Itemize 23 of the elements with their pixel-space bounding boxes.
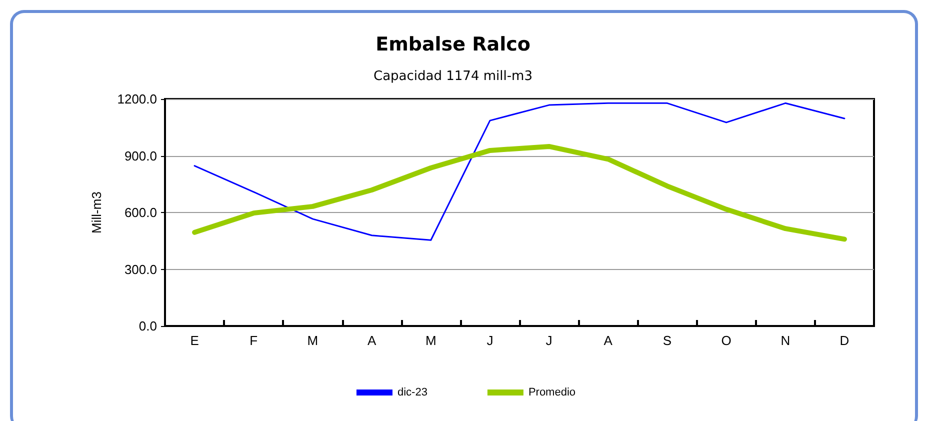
x-tick-label: N [780, 333, 790, 348]
x-tick-label: O [721, 333, 732, 348]
x-tick-label: A [604, 333, 613, 348]
y-tick-label: 900.0 [124, 148, 157, 164]
x-tick-label: M [307, 333, 318, 348]
chart-title: Embalse Ralco [376, 34, 530, 56]
x-tick-label: M [425, 333, 436, 348]
y-tick-label: 300.0 [124, 262, 157, 277]
y-tick-label: 0.0 [138, 318, 157, 334]
y-tick-label: 1200.0 [117, 92, 157, 106]
x-tick-label: A [367, 333, 376, 348]
x-tick-label: J [486, 333, 494, 348]
x-tick-label: F [250, 333, 258, 348]
line-series [194, 102, 846, 241]
y-axis-title: Mill-m3 [89, 192, 104, 234]
x-tick-label: J [546, 333, 552, 348]
x-tick-label: D [840, 333, 850, 348]
x-tick-label: S [662, 333, 672, 348]
legend-label: dic-23 [397, 386, 428, 398]
x-tick-label: E [190, 333, 200, 348]
chart-subtitle: Capacidad 1174 mill-m3 [374, 69, 532, 84]
y-tick-label: 600.0 [124, 205, 157, 220]
legend-label: Promedio [528, 386, 576, 398]
